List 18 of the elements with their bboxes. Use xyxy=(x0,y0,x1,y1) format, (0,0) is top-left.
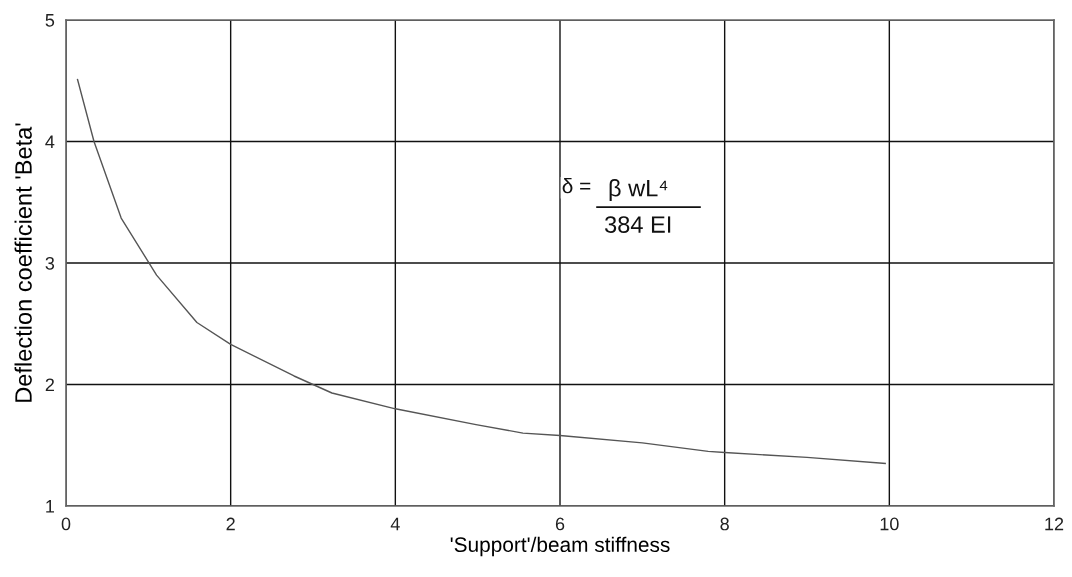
annotation: δ = xyxy=(562,177,591,194)
x-tick-label: 8 xyxy=(720,517,729,531)
y-tick-label: 3 xyxy=(45,256,55,270)
annotation: β wL⁴ xyxy=(609,179,668,202)
x-tick-label: 10 xyxy=(880,517,899,531)
y-tick-label: 5 xyxy=(45,14,55,27)
x-tick-label: 4 xyxy=(390,517,400,531)
y-axis-title: Deflection coefficient 'Beta' xyxy=(14,123,32,402)
y-tick-label: 4 xyxy=(45,135,55,149)
x-tick-label: 2 xyxy=(226,517,235,531)
x-tick-label: 0 xyxy=(61,517,71,531)
line-series xyxy=(76,78,886,465)
x-tick-label: 12 xyxy=(1045,517,1064,531)
y-tick-label: 2 xyxy=(45,378,54,392)
annotation: 384 EI xyxy=(604,216,671,233)
x-axis-title: 'Support'/beam stiffness xyxy=(450,536,670,557)
y-tick-label: 1 xyxy=(46,500,55,513)
x-tick-label: 6 xyxy=(555,517,565,531)
